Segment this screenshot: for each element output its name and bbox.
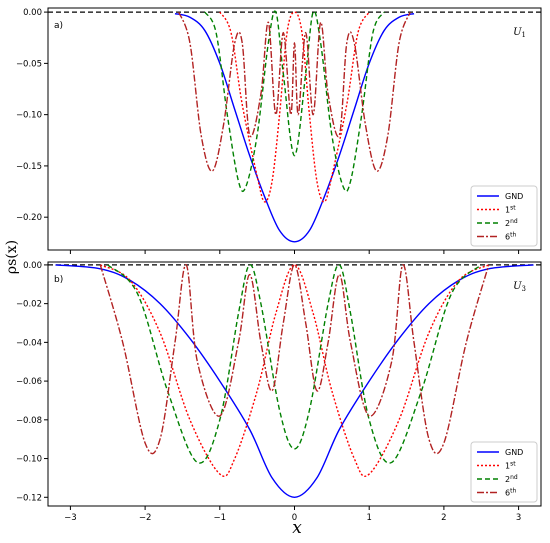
plot-area: [174, 10, 415, 243]
y-axis-label: ρs(x): [4, 240, 20, 274]
y-tick-label: −0.20: [16, 213, 42, 223]
series-GND-line: [174, 12, 415, 243]
y-tick-label: −0.08: [16, 416, 42, 426]
plot-area: [55, 264, 534, 498]
series-6th-line: [178, 11, 411, 172]
legend: GND 1st 2nd 6th: [470, 441, 538, 503]
y-tick-label: −0.12: [16, 493, 42, 503]
legend-label-sup: st: [510, 205, 516, 212]
x-tick-label: 3: [516, 513, 521, 523]
x-tick-label: 1: [366, 513, 371, 523]
x-tick-label: 2: [441, 513, 446, 523]
legend-label-sup: nd: [510, 474, 518, 481]
panel-b: 0.00 −0.02 −0.04 −0.06 −0.08 −0.10 −0.12 −3 −2 −1…: [16, 261, 542, 523]
series-2nd-line: [107, 264, 482, 464]
y-tick-label: −0.05: [16, 59, 42, 69]
legend-label: 6th: [505, 488, 516, 498]
x-tick-label: 0: [292, 513, 297, 523]
legend: GND 1st 2nd 6th: [470, 185, 538, 247]
y-tick-label: −0.02: [16, 300, 42, 310]
legend-label: 6th: [505, 232, 516, 242]
legend-label: 2nd: [505, 218, 518, 228]
legend-label-sup: th: [510, 232, 516, 239]
series-GND-line: [55, 264, 534, 498]
legend-box: [470, 185, 538, 247]
x-tick-label: −2: [139, 513, 152, 523]
legend-label: GND: [505, 448, 523, 457]
u-label-subscript: 1: [522, 31, 526, 39]
legend-label: 2nd: [505, 474, 518, 484]
panel-tag: a): [54, 21, 63, 31]
legend-label: 1st: [505, 205, 516, 215]
u-label: U3: [513, 281, 526, 293]
series-1st-line: [99, 264, 490, 477]
y-tick-label: 0.00: [23, 8, 42, 18]
legend-label-sup: nd: [510, 218, 518, 225]
panel-tag: b): [54, 275, 63, 285]
axes-frame: [47, 261, 542, 507]
y-tick-label: −0.06: [16, 377, 42, 387]
legend-label: GND: [505, 192, 523, 201]
x-axis-label: x: [292, 518, 302, 538]
y-tick-label: −0.15: [16, 162, 42, 172]
legend-label: 1st: [505, 461, 516, 471]
legend-label-sup: th: [510, 488, 516, 495]
u-label: U1: [513, 27, 526, 39]
x-tick-label: −3: [64, 513, 77, 523]
y-tick-label: −0.10: [16, 111, 42, 121]
y-tick-label: 0.00: [23, 261, 42, 271]
y-tick-label: −0.10: [16, 455, 42, 465]
series-6th-line: [99, 264, 490, 455]
y-tick-label: −0.04: [16, 338, 42, 348]
u-label-subscript: 3: [522, 285, 526, 293]
x-tick-label: −1: [214, 513, 227, 523]
series-2nd-line: [204, 10, 385, 193]
legend-box: [470, 441, 538, 503]
legend-label-sup: st: [510, 461, 516, 468]
